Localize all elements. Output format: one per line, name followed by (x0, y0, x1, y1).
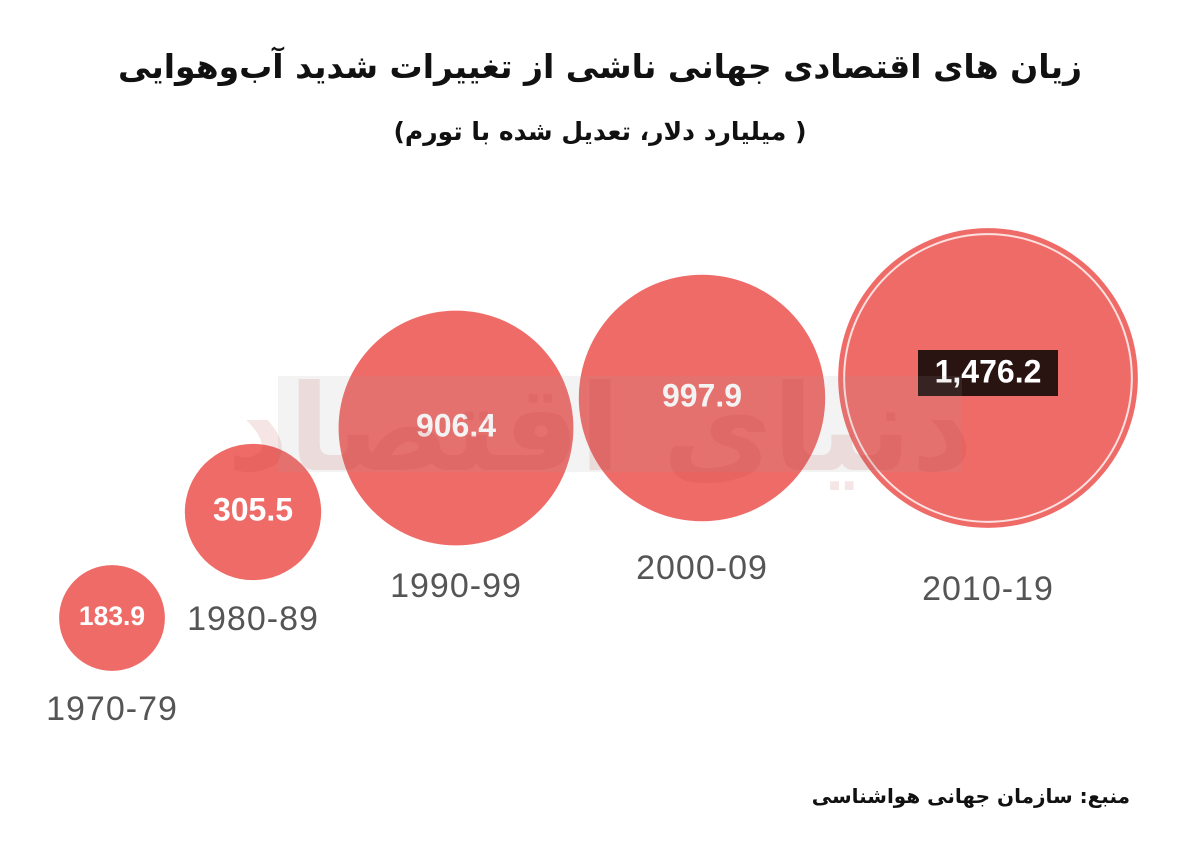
value-label: 305.5 (213, 491, 293, 527)
value-label: 997.9 (662, 377, 742, 413)
category-label: 1980-89 (187, 600, 319, 638)
value-label: 183.9 (79, 601, 145, 631)
category-label: 2000-09 (636, 549, 768, 587)
bubble (59, 565, 165, 671)
value-label: 906.4 (416, 407, 496, 443)
chart-subtitle: ( میلیارد دلار، تعدیل شده با تورم) (393, 117, 806, 147)
category-label: 2010-19 (922, 570, 1054, 608)
value-label: 1,476.2 (935, 353, 1042, 389)
source: منبع: سازمان جهانی هواشناسی (811, 784, 1130, 808)
watermark: دنیای اقتصاد (227, 360, 973, 499)
category-label: 1970-79 (46, 690, 178, 728)
watermark-band (278, 376, 962, 472)
category-label: 1990-99 (390, 567, 522, 605)
value-label-box (918, 350, 1058, 396)
bubble (184, 443, 322, 581)
chart-title: زیان های اقتصادی جهانی ناشی از تغییرات ش… (118, 46, 1082, 87)
bubble (338, 310, 574, 546)
globe-ring (843, 233, 1133, 523)
bubble (578, 274, 826, 522)
